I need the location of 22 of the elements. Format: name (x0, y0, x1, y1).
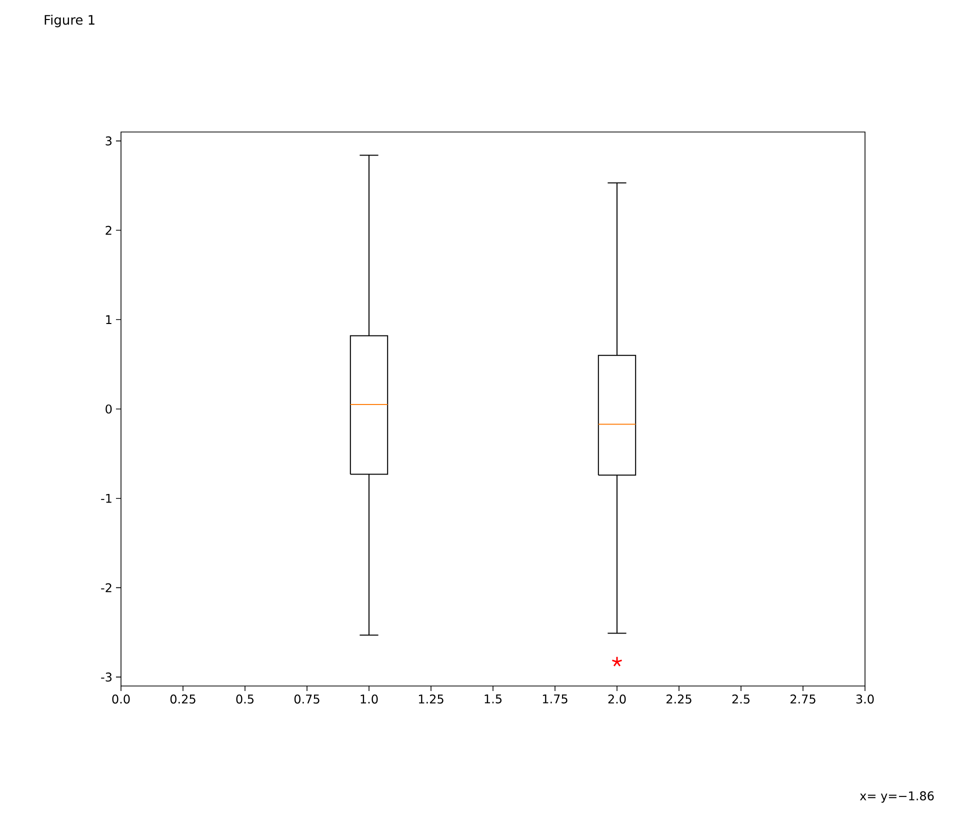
x-tick-label: 0.0 (112, 694, 130, 704)
x-tick-label: 1.75 (542, 694, 568, 704)
x-tick-label: 1.5 (484, 694, 502, 704)
y-tick-label: 2 (106, 226, 112, 235)
x-tick-label: 2.75 (790, 694, 816, 704)
y-tick-label: 0 (106, 404, 112, 414)
y-tick-label: -1 (101, 494, 112, 503)
y-tick-label: -3 (101, 672, 112, 682)
x-tick-label: 2.25 (666, 694, 692, 704)
x-tick-label: 2.5 (732, 694, 750, 704)
x-tick-label: 0.5 (236, 694, 254, 704)
y-tick-label: 1 (106, 315, 112, 324)
x-tick-label: 3.0 (856, 694, 874, 704)
x-tick-label: 1.0 (360, 694, 378, 704)
y-tick-label: 3 (106, 136, 112, 146)
x-tick-label: 0.25 (170, 694, 196, 704)
x-tick-label: 1.25 (418, 694, 444, 704)
y-tick-label: -2 (101, 583, 112, 592)
text: x= y=−1.86 (860, 791, 934, 803)
x-tick-label: 0.75 (294, 694, 320, 704)
chart-title: Figure 1 (44, 14, 94, 28)
x-tick-label: 2.0 (608, 694, 626, 704)
